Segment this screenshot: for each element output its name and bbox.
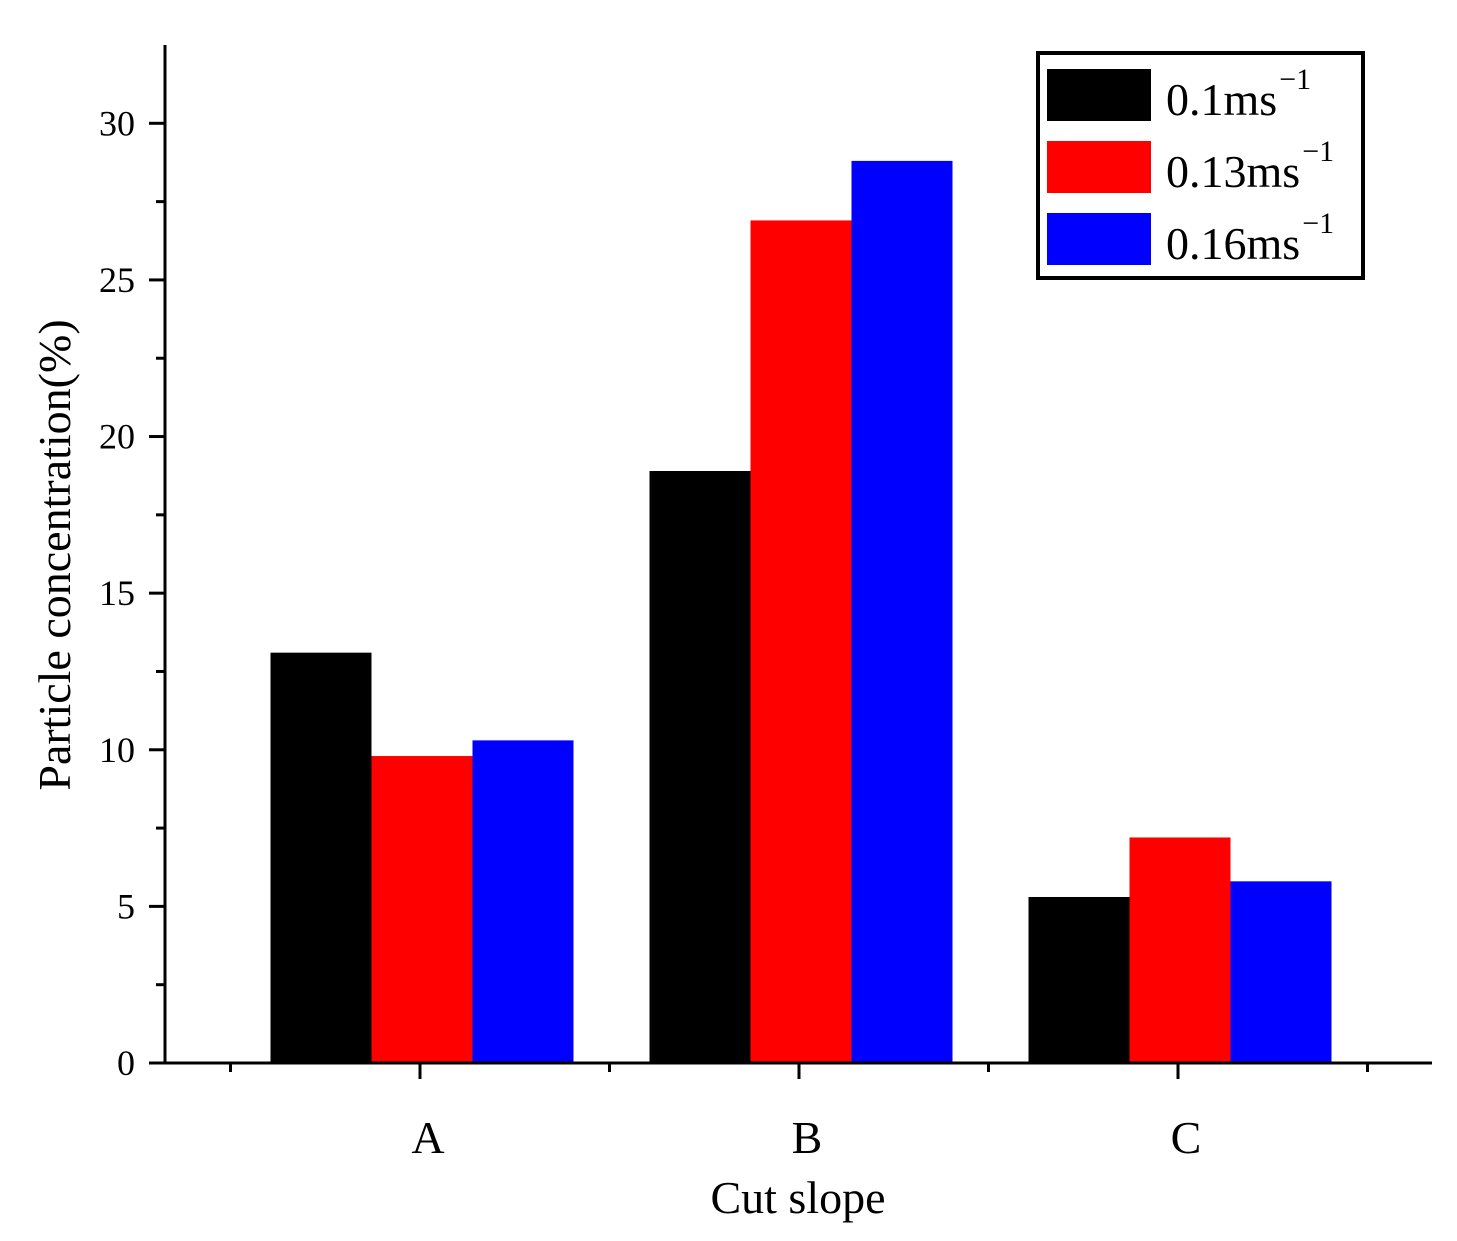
bar-a-series-3	[472, 740, 574, 1063]
x-axis-title: Cut slope	[710, 1172, 885, 1223]
x-tick-label: C	[1171, 1112, 1202, 1163]
bar-a-series-2	[371, 756, 473, 1063]
bar-c-series-3	[1230, 881, 1332, 1063]
bar-b-series-1	[649, 470, 751, 1063]
y-tick-label: 20	[99, 417, 135, 457]
y-tick-label: 30	[99, 103, 135, 143]
bar-b-series-3	[851, 160, 953, 1063]
legend-label-1: 0.1ms	[1166, 74, 1277, 125]
bar-c-series-2	[1129, 837, 1231, 1063]
legend-swatch-2	[1047, 141, 1151, 193]
legend-label-superscript-2: −1	[1302, 135, 1334, 168]
y-tick-label: 25	[99, 260, 135, 300]
y-tick-label: 10	[99, 730, 135, 770]
bar-a-series-1	[270, 652, 372, 1063]
legend-label-superscript-1: −1	[1279, 63, 1311, 96]
x-tick-label: A	[411, 1112, 444, 1163]
y-ticks: 0 5 10 15 20 25 30	[99, 103, 165, 1083]
bar-c-series-1	[1028, 896, 1130, 1063]
legend-label-3: 0.16ms	[1166, 218, 1300, 269]
legend-label-2: 0.13ms	[1166, 146, 1300, 197]
y-tick-label: 0	[117, 1043, 135, 1083]
legend: 0.1ms −10.13ms −10.16ms −1	[1036, 51, 1365, 280]
x-ticks: A B C	[229, 1063, 1369, 1163]
y-axis-title: Particle concentration(%)	[29, 319, 80, 790]
x-tick-label: B	[792, 1112, 823, 1163]
axes	[149, 45, 1432, 1065]
bar-b-series-2	[750, 220, 852, 1063]
legend-swatch-3	[1047, 213, 1151, 265]
legend-label-superscript-3: −1	[1302, 207, 1334, 240]
bars	[270, 160, 1332, 1063]
y-tick-label: 5	[117, 886, 135, 926]
legend-swatch-1	[1047, 69, 1151, 121]
y-tick-label: 15	[99, 573, 135, 613]
